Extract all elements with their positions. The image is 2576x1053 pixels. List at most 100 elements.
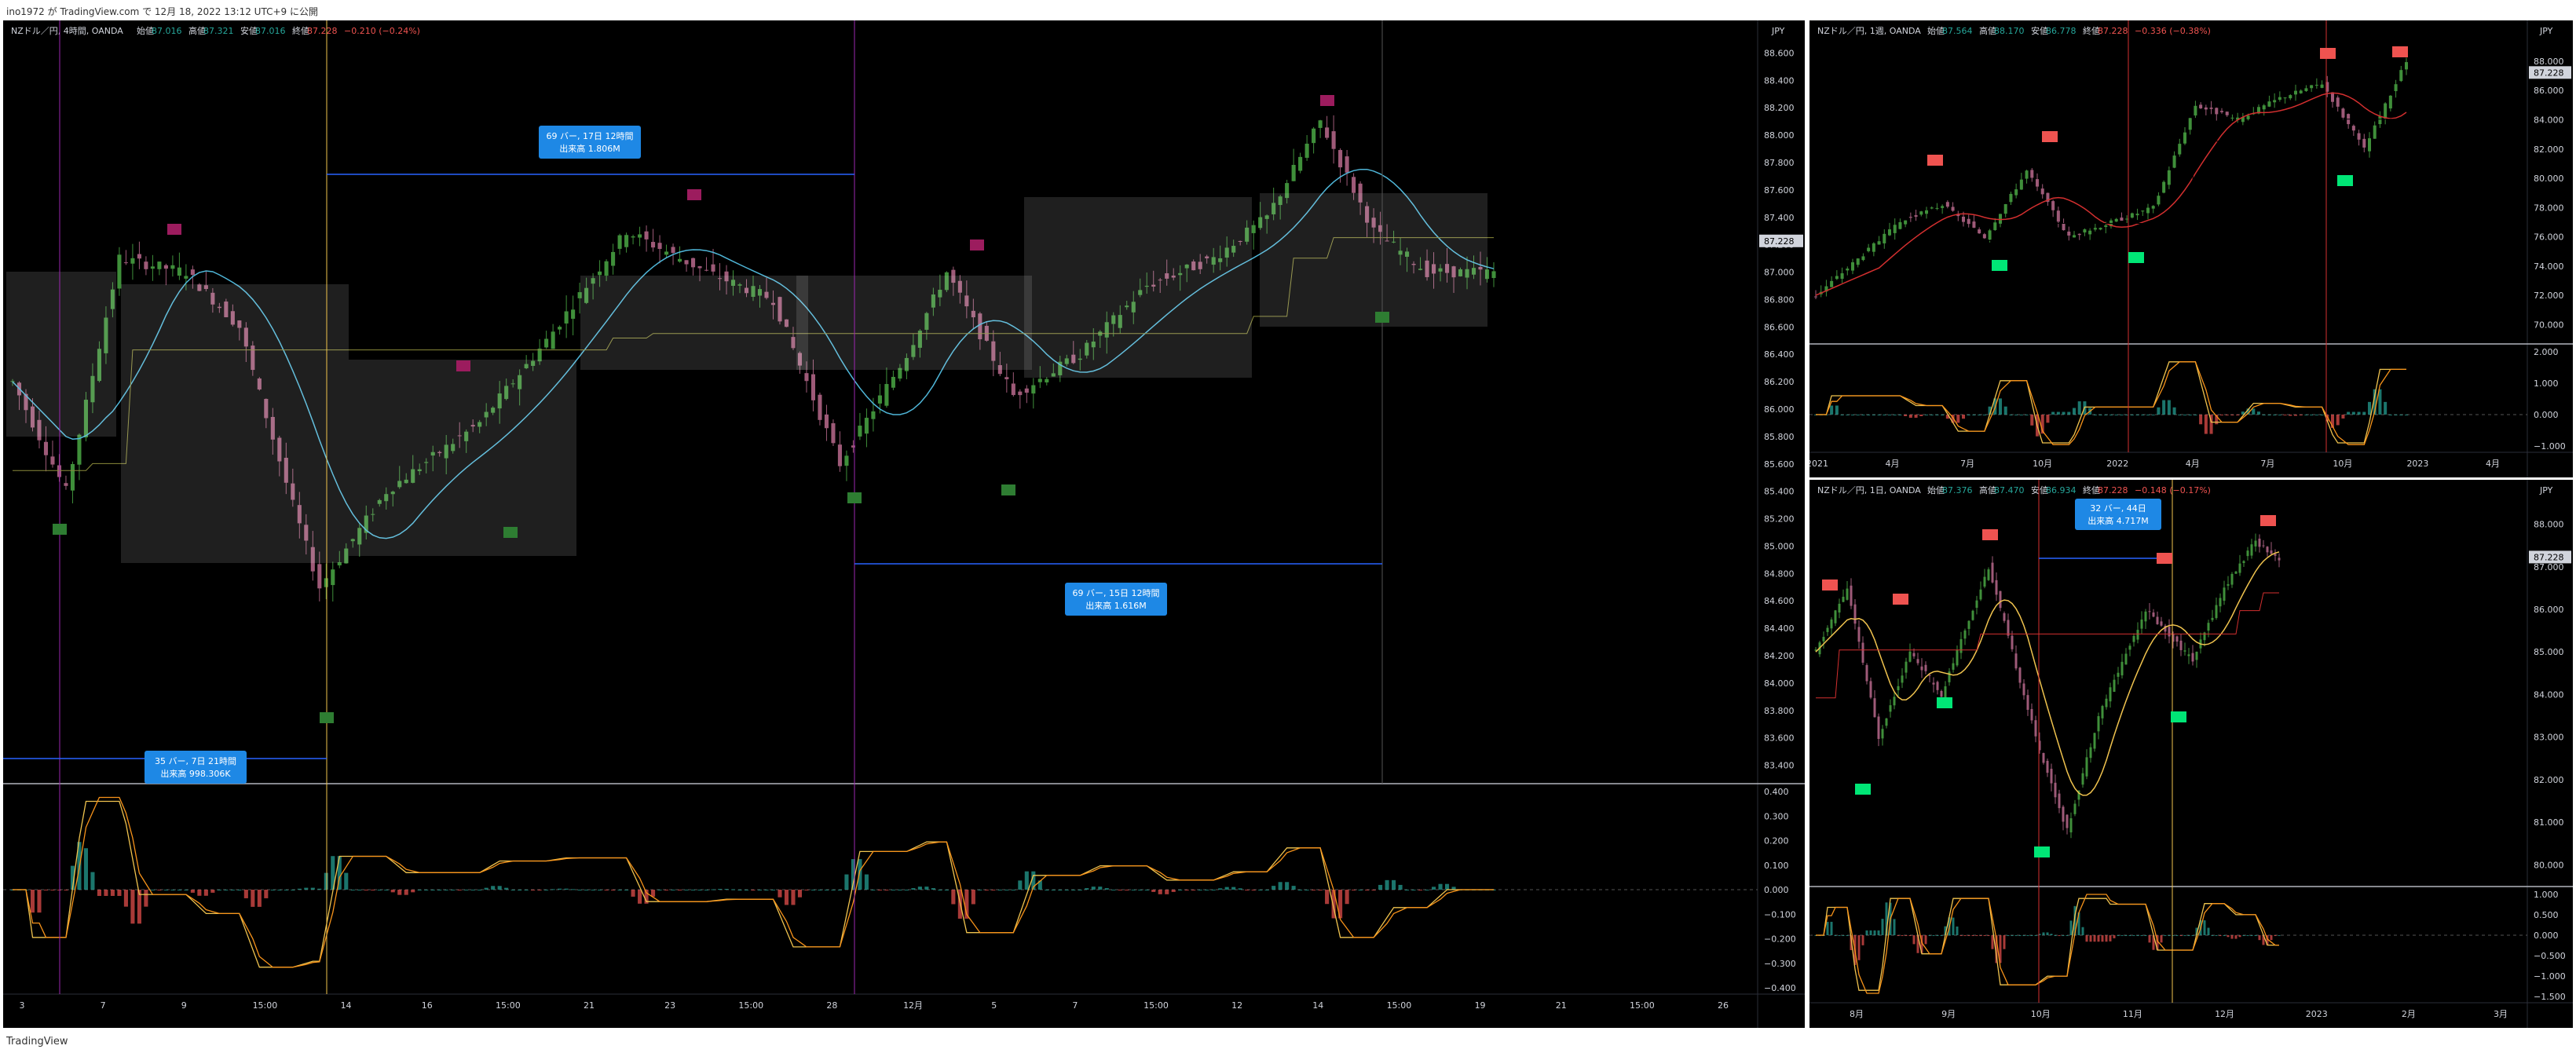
candle-body	[2120, 218, 2124, 221]
candle-body	[130, 258, 135, 264]
macd-histogram-bar	[2056, 411, 2060, 415]
buy-signal-marker	[1937, 697, 1952, 708]
measure-label-box	[539, 126, 641, 159]
candle-body	[1264, 215, 1269, 219]
price-tick: 88.200	[1764, 103, 1795, 113]
macd-histogram-bar	[1345, 890, 1349, 905]
candle-body	[2062, 223, 2066, 231]
candle-body	[1867, 247, 1871, 251]
macd-histogram-bar	[2347, 411, 2351, 415]
macd-histogram-bar	[1901, 935, 1904, 936]
legend-low: 87.016	[255, 26, 286, 36]
chart-daily[interactable]: NZドル／円, 1日, OANDA JPY 始値 87.376 高値 87.470 安値…	[1809, 480, 2573, 1028]
candle-body	[2135, 214, 2139, 216]
candle-body	[1071, 354, 1076, 364]
candle-body	[2194, 105, 2197, 116]
candle-body	[2362, 138, 2366, 148]
candle-body	[2062, 806, 2065, 822]
macd-histogram-bar	[264, 890, 269, 898]
candle-body	[484, 411, 488, 418]
legend-low: 86.934	[2046, 485, 2077, 495]
candle-body	[2325, 82, 2329, 92]
candle-body	[1893, 697, 1896, 706]
candle-body	[2088, 230, 2092, 235]
macd-histogram-bar	[2367, 401, 2372, 415]
candle-body	[2183, 132, 2187, 144]
macd-histogram-bar	[297, 888, 302, 890]
candle-body	[2077, 233, 2081, 236]
candle-body	[971, 310, 975, 318]
time-tick: 2月	[2402, 1009, 2416, 1019]
candle-body	[584, 287, 589, 303]
macd-histogram-bar	[1285, 882, 1290, 890]
candle-body	[2314, 85, 2318, 86]
macd-histogram-bar	[203, 890, 208, 896]
macd-histogram-bar	[1451, 887, 1456, 890]
sell-signal-marker	[1893, 594, 1908, 605]
price-tick: 87.800	[1764, 158, 1795, 168]
time-tick: 7	[1072, 1000, 1078, 1011]
candle-body	[924, 313, 929, 330]
price-tick: 84.600	[1764, 596, 1795, 606]
candle-body	[1869, 681, 1872, 698]
price-tick: 84.000	[2534, 115, 2564, 125]
last-price-label: 87.228	[2534, 68, 2564, 78]
candle-body	[104, 317, 108, 353]
time-tick: 2023	[2306, 1009, 2328, 1019]
candle-body	[1873, 698, 1876, 718]
macd-histogram-bar	[1291, 886, 1296, 890]
candle-body	[644, 231, 649, 239]
macd-histogram-bar	[1857, 935, 1861, 960]
macd-histogram-bar	[1037, 880, 1042, 890]
candle-body	[1205, 256, 1209, 258]
measure-label-line2: 出来高 1.616M	[1085, 600, 1146, 611]
osc-tick: 0.000	[1764, 885, 1789, 895]
osc-tick: −1.000	[2534, 971, 2566, 982]
chart-4h[interactable]: NZドル／円, 4時間, OANDA JPY 始値 87.016 高値 87.321 安…	[3, 20, 1805, 1028]
price-tick: 88.000	[2534, 57, 2564, 67]
macd-histogram-bar	[1085, 888, 1089, 890]
candle-body	[2215, 605, 2218, 619]
macd-histogram-bar	[2373, 389, 2377, 415]
candle-body	[2128, 645, 2131, 650]
price-tick: 86.000	[2534, 605, 2564, 615]
macd-histogram-bar	[2038, 934, 2041, 935]
candle-body	[2132, 635, 2135, 642]
chart-weekly[interactable]: NZドル／円, 1週, OANDA JPY 始値 87.564 高値 88.170 安値…	[1809, 20, 2573, 477]
measure-label-line1: 35 バー, 7日 21時間	[155, 756, 236, 766]
candle-body	[1091, 341, 1096, 348]
macd-histogram-bar	[2172, 935, 2175, 936]
sell-signal-marker	[1822, 580, 1838, 590]
moving-average-line	[1815, 92, 2407, 296]
candle-body	[2273, 100, 2277, 103]
candle-body	[2162, 181, 2166, 193]
legend-open: 87.376	[1942, 485, 1973, 495]
candle-body	[377, 499, 382, 504]
candle-body	[831, 422, 836, 444]
candle-body	[1967, 620, 1970, 629]
candle-body	[2188, 118, 2192, 130]
macd-histogram-bar	[2219, 935, 2222, 936]
macd-histogram-bar	[1171, 890, 1176, 892]
macd-histogram-bar	[197, 890, 202, 896]
candle-body	[671, 247, 675, 254]
candle-body	[2054, 782, 2057, 798]
candle-body	[1842, 596, 1845, 602]
candle-body	[617, 235, 622, 249]
last-price-box	[1759, 234, 1803, 247]
macd-histogram-bar	[2270, 935, 2273, 941]
macd-histogram-bar	[331, 856, 335, 890]
candle-body	[1916, 659, 1919, 664]
legend-high: 88.170	[1994, 26, 2025, 36]
candle-body	[2167, 170, 2171, 185]
macd-histogram-bar	[797, 890, 803, 898]
macd-histogram-bar	[1975, 935, 1978, 936]
candle-body	[504, 386, 509, 400]
macd-histogram-bar	[2030, 415, 2034, 426]
candle-body	[524, 364, 529, 368]
macd-histogram-bar	[1838, 935, 1841, 936]
candle-body	[1272, 203, 1276, 214]
